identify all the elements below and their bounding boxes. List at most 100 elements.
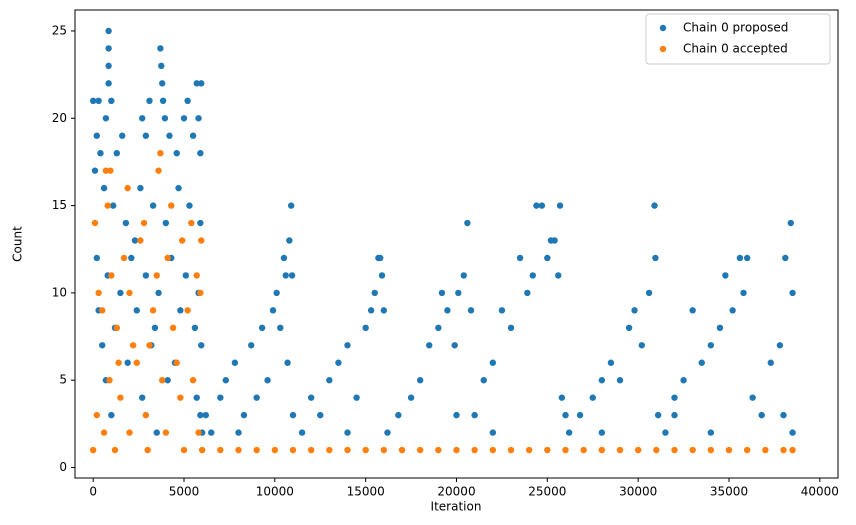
point [489, 359, 497, 366]
point [307, 446, 315, 454]
point [95, 289, 102, 297]
point [565, 429, 573, 436]
point [146, 97, 153, 105]
point [144, 446, 151, 454]
point [108, 272, 115, 279]
point [743, 254, 751, 262]
point [722, 272, 729, 279]
point [111, 446, 119, 454]
point [198, 446, 206, 454]
point [173, 149, 180, 157]
point [589, 394, 596, 401]
point [616, 446, 624, 454]
point [128, 254, 135, 262]
y-tick-label: 15 [52, 198, 67, 212]
point [707, 446, 715, 454]
point [707, 429, 715, 436]
point [184, 97, 191, 105]
point [645, 289, 653, 297]
point [455, 289, 462, 297]
point [122, 219, 130, 227]
point [307, 394, 315, 401]
x-tick-label: 40000 [801, 485, 839, 499]
point [776, 342, 784, 349]
point [558, 394, 566, 401]
point [146, 342, 153, 349]
point [286, 237, 293, 244]
point [435, 446, 442, 454]
x-tick-label: 5000 [169, 485, 200, 499]
point [159, 377, 166, 384]
point [287, 202, 295, 209]
point [155, 289, 162, 297]
point [782, 254, 789, 262]
y-tick-label: 25 [52, 23, 67, 37]
point [93, 411, 101, 419]
point [271, 446, 279, 454]
point [407, 394, 415, 401]
legend-box [645, 13, 831, 65]
y-tick-label: 5 [59, 373, 67, 387]
point [105, 80, 112, 87]
y-axis-label: Count [11, 226, 25, 262]
point [126, 429, 133, 436]
point [707, 342, 715, 349]
y-tick-label: 20 [52, 111, 67, 125]
x-axis-label: Iteration [431, 500, 482, 514]
point [789, 446, 796, 454]
point [195, 115, 202, 122]
point [142, 411, 150, 419]
x-tick-label: 10000 [256, 485, 294, 499]
point [725, 446, 733, 454]
x-tick-label: 25000 [528, 485, 566, 499]
point [758, 411, 765, 419]
point [634, 446, 642, 454]
point [133, 307, 140, 314]
point [188, 219, 195, 227]
point [464, 219, 471, 227]
point [671, 411, 678, 419]
point [115, 359, 122, 366]
point [139, 115, 146, 122]
x-tick-label: 30000 [619, 485, 657, 499]
point [149, 202, 157, 209]
point [538, 202, 546, 209]
point [671, 446, 678, 454]
point [119, 132, 126, 139]
point [671, 394, 678, 401]
point [186, 202, 193, 209]
point [153, 429, 160, 436]
point [104, 202, 111, 209]
point [362, 324, 369, 332]
point [380, 446, 388, 454]
point [124, 184, 131, 192]
point [193, 394, 200, 401]
point [91, 219, 99, 227]
point [117, 394, 124, 401]
point [467, 307, 475, 314]
point [217, 394, 224, 401]
point [489, 429, 497, 436]
point [416, 446, 424, 454]
point [288, 272, 296, 279]
point [105, 27, 112, 35]
point [235, 429, 242, 436]
point [736, 254, 744, 262]
point [767, 359, 774, 366]
point [380, 307, 388, 314]
point [525, 446, 533, 454]
point [371, 289, 378, 297]
point [395, 411, 402, 419]
point [384, 429, 391, 436]
point [273, 289, 280, 297]
point [113, 149, 120, 157]
point [189, 132, 197, 139]
x-tick-label: 20000 [437, 485, 475, 499]
point [177, 307, 184, 314]
point [367, 307, 375, 314]
point [107, 167, 114, 174]
point [157, 45, 164, 52]
point [598, 429, 606, 436]
point [106, 377, 113, 384]
point [631, 307, 638, 314]
